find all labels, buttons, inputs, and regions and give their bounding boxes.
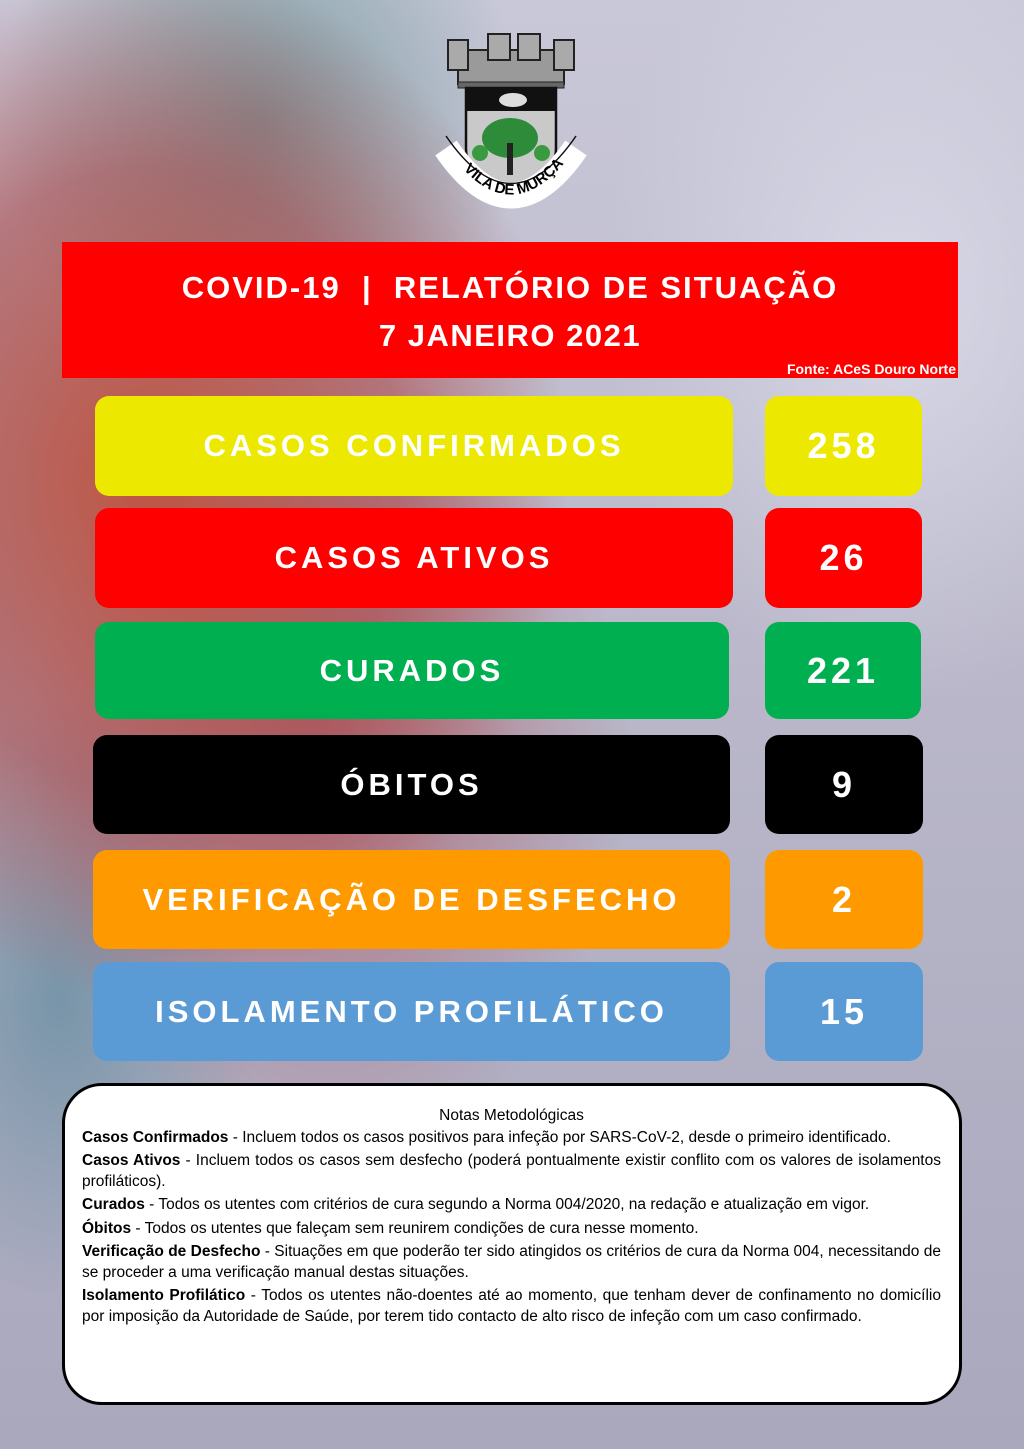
stat-label-confirmed: CASOS CONFIRMADOS	[95, 396, 733, 496]
stat-label-deaths: ÓBITOS	[93, 735, 730, 834]
note-item: Verificação de Desfecho - Situações em q…	[82, 1242, 941, 1283]
note-text: - Incluem todos os casos positivos para …	[228, 1128, 891, 1146]
note-term: Curados	[82, 1196, 145, 1213]
note-term: Casos Confirmados	[82, 1128, 229, 1146]
stat-value-active: 26	[765, 508, 922, 608]
note-text: - Situações em que poderão ter sido atin…	[82, 1243, 941, 1281]
municipal-coat-of-arms-logo: VILA DE MURÇA	[418, 28, 604, 214]
stat-value-confirmed: 258	[765, 396, 922, 496]
data-source: Fonte: ACeS Douro Norte	[786, 361, 956, 377]
note-text: - Todos os utentes que faleçam sem reuni…	[131, 1219, 699, 1237]
note-item: Óbitos - Todos os utentes que faleçam se…	[82, 1219, 941, 1240]
methodological-notes: Notas Metodológicas Casos Confirmados - …	[62, 1083, 962, 1405]
stat-label-recovered: CURADOS	[95, 622, 729, 719]
notes-title: Notas Metodológicas	[439, 1107, 584, 1124]
note-item: Casos Confirmados - Incluem todos os cas…	[82, 1128, 941, 1149]
stat-value-recovered: 221	[765, 622, 921, 719]
stat-value-outcome-verification: 2	[765, 850, 923, 949]
stat-label-active: CASOS ATIVOS	[95, 508, 733, 608]
report-header: COVID-19 | RELATÓRIO DE SITUAÇÃO 7 JANEI…	[62, 242, 958, 378]
note-item: Isolamento Profilático - Todos os utente…	[82, 1286, 941, 1327]
note-text: - Incluem todos os casos sem desfecho (p…	[82, 1152, 941, 1190]
report-date: 7 JANEIRO 2021	[378, 318, 642, 353]
note-text: - Todos os utentes não-doentes até ao mo…	[82, 1287, 941, 1325]
note-text: - Todos os utentes com critérios de cura…	[144, 1196, 870, 1213]
note-term: Verificação de Desfecho	[82, 1243, 261, 1260]
note-term: Isolamento Profilático	[82, 1287, 246, 1304]
stat-label-prophylactic-isolation: ISOLAMENTO PROFILÁTICO	[93, 962, 730, 1061]
note-item: Curados - Todos os utentes com critérios…	[82, 1195, 941, 1216]
note-term: Casos Ativos	[82, 1152, 181, 1169]
mural-crown-icon	[447, 33, 575, 89]
stat-value-prophylactic-isolation: 15	[765, 962, 923, 1061]
note-term: Óbitos	[82, 1219, 132, 1237]
stat-label-outcome-verification: VERIFICAÇÃO DE DESFECHO	[93, 850, 730, 949]
stat-value-deaths: 9	[765, 735, 923, 834]
report-title: COVID-19 | RELATÓRIO DE SITUAÇÃO	[181, 270, 839, 305]
note-item: Casos Ativos - Incluem todos os casos se…	[82, 1151, 941, 1192]
shield-icon	[464, 86, 558, 195]
